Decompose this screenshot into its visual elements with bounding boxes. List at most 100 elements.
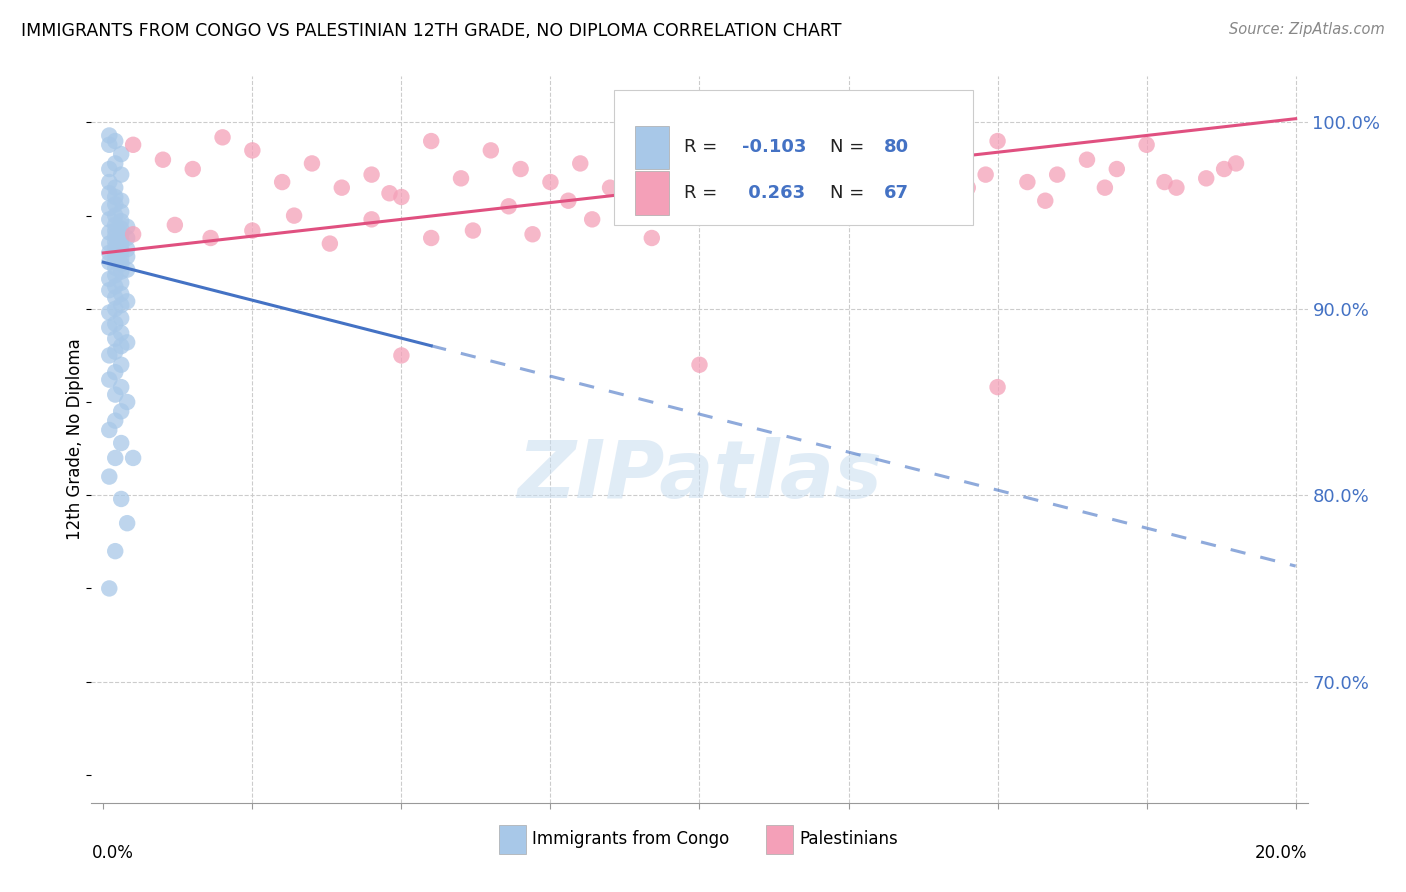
Point	[104, 235, 127, 249]
Point	[617, 205, 640, 219]
Point	[104, 260, 127, 275]
Text: Source: ZipAtlas.com: Source: ZipAtlas.com	[1229, 22, 1385, 37]
Point	[522, 227, 544, 242]
Point	[115, 250, 138, 264]
Point	[98, 161, 121, 176]
Point	[104, 344, 127, 359]
Point	[838, 168, 860, 182]
Point	[98, 283, 121, 297]
Point	[181, 161, 204, 176]
Point	[98, 137, 121, 152]
Point	[104, 229, 127, 244]
Point	[115, 395, 138, 409]
Point	[98, 582, 121, 596]
Point	[104, 248, 127, 262]
Point	[152, 153, 174, 167]
Point	[956, 180, 979, 194]
Point	[450, 171, 472, 186]
Bar	[636, 126, 669, 169]
Point	[110, 404, 132, 418]
Point	[98, 226, 121, 240]
Point	[98, 272, 121, 286]
Point	[211, 130, 233, 145]
Point	[110, 221, 132, 235]
Point	[98, 201, 121, 215]
Point	[110, 326, 132, 340]
Point	[778, 161, 800, 176]
Point	[1076, 153, 1098, 167]
Point	[1017, 175, 1039, 189]
Point	[658, 168, 681, 182]
Y-axis label: 12th Grade, No Diploma: 12th Grade, No Diploma	[66, 338, 84, 541]
Point	[104, 332, 127, 346]
Point	[200, 231, 222, 245]
Text: N =: N =	[830, 138, 870, 156]
Point	[115, 516, 138, 531]
Bar	[766, 824, 793, 854]
Point	[110, 194, 132, 208]
Point	[110, 205, 132, 219]
Text: Palestinians: Palestinians	[799, 830, 898, 848]
Point	[98, 186, 121, 201]
Point	[110, 339, 132, 353]
Text: N =: N =	[830, 185, 870, 202]
Point	[104, 414, 127, 428]
Point	[538, 175, 561, 189]
Point	[974, 168, 997, 182]
Point	[641, 231, 664, 245]
Point	[110, 380, 132, 394]
Point	[420, 134, 443, 148]
Point	[283, 209, 305, 223]
Point	[98, 423, 121, 437]
Point	[509, 161, 531, 176]
Point	[557, 194, 579, 208]
Point	[1105, 161, 1128, 176]
Point	[98, 246, 121, 260]
Point	[110, 358, 132, 372]
Point	[1195, 171, 1218, 186]
Point	[360, 212, 382, 227]
Point	[389, 348, 412, 362]
Point	[98, 348, 121, 362]
Point	[98, 320, 121, 334]
Point	[1094, 180, 1116, 194]
Point	[796, 186, 818, 201]
Point	[104, 365, 127, 379]
Point	[110, 298, 132, 312]
Point	[748, 144, 770, 158]
Point	[915, 190, 938, 204]
Point	[599, 180, 621, 194]
Point	[104, 301, 127, 316]
Point	[115, 242, 138, 256]
Point	[110, 238, 132, 252]
Point	[104, 240, 127, 254]
Point	[104, 387, 127, 401]
Point	[104, 544, 127, 558]
Point	[104, 291, 127, 305]
FancyBboxPatch shape	[614, 90, 973, 225]
Point	[110, 244, 132, 258]
Text: IMMIGRANTS FROM CONGO VS PALESTINIAN 12TH GRADE, NO DIPLOMA CORRELATION CHART: IMMIGRANTS FROM CONGO VS PALESTINIAN 12T…	[21, 22, 842, 40]
Point	[122, 450, 145, 465]
Point	[1213, 161, 1236, 176]
Point	[420, 231, 443, 245]
Text: 0.263: 0.263	[742, 185, 806, 202]
Point	[104, 190, 127, 204]
Point	[163, 218, 186, 232]
Point	[104, 197, 127, 211]
Point	[104, 218, 127, 232]
Point	[110, 252, 132, 266]
Text: 0.0%: 0.0%	[91, 844, 134, 862]
Point	[240, 223, 263, 237]
Point	[98, 305, 121, 319]
Text: Immigrants from Congo: Immigrants from Congo	[531, 830, 728, 848]
Point	[1046, 168, 1069, 182]
Point	[628, 137, 651, 152]
Point	[104, 156, 127, 170]
Point	[1136, 137, 1159, 152]
Point	[479, 144, 502, 158]
Point	[104, 317, 127, 331]
Text: R =: R =	[683, 185, 723, 202]
Point	[676, 194, 699, 208]
Point	[98, 469, 121, 483]
